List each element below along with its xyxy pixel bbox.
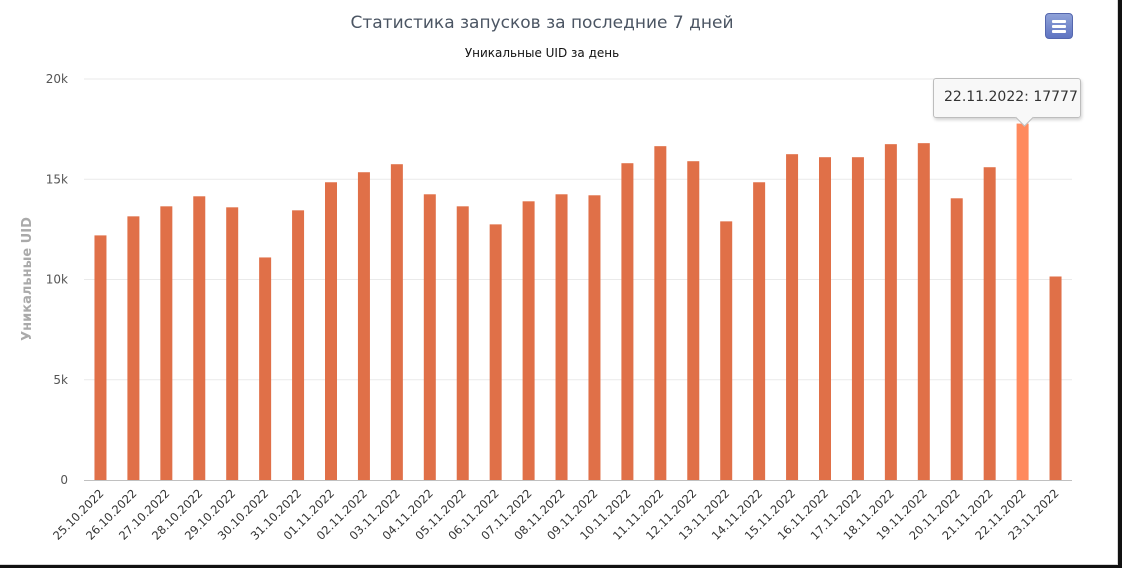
bar[interactable] — [917, 143, 930, 480]
bar[interactable] — [489, 224, 502, 480]
window-edge-bottom — [0, 565, 1122, 568]
bar[interactable] — [555, 194, 568, 480]
bar[interactable] — [687, 161, 700, 480]
grid-lines — [84, 78, 1072, 381]
bar[interactable] — [193, 196, 206, 481]
tooltip: 22.11.2022: 17777 — [933, 78, 1081, 127]
bar[interactable] — [94, 235, 107, 480]
bar[interactable] — [1016, 123, 1029, 480]
bar[interactable] — [884, 144, 897, 480]
bar[interactable] — [621, 163, 634, 480]
bar[interactable] — [357, 172, 370, 481]
bar[interactable] — [983, 167, 996, 480]
bar[interactable] — [654, 146, 667, 481]
bar[interactable] — [423, 194, 436, 480]
bar[interactable] — [950, 198, 963, 481]
bar[interactable] — [819, 157, 831, 480]
bar[interactable] — [522, 201, 535, 480]
y-tick-label: 15k — [46, 172, 68, 186]
bar[interactable] — [1049, 276, 1062, 480]
bar[interactable] — [720, 221, 733, 481]
menu-icon[interactable] — [1045, 13, 1073, 39]
bar[interactable] — [851, 157, 864, 480]
bars — [94, 123, 1062, 481]
menu-icon-line — [1052, 30, 1066, 33]
bar[interactable] — [456, 206, 469, 480]
bar[interactable] — [259, 257, 272, 480]
bar[interactable] — [786, 154, 799, 480]
y-tick-label: 0 — [60, 473, 68, 487]
x-axis-ticks: 25.10.202226.10.202227.10.202228.10.2022… — [50, 486, 1062, 542]
y-tick-label: 10k — [46, 273, 68, 287]
chart-subtitle: Уникальные UID за день — [465, 46, 619, 60]
menu-icon-line — [1052, 20, 1066, 23]
chart-title: Статистика запусков за последние 7 дней — [350, 13, 733, 33]
bar[interactable] — [753, 182, 766, 480]
window-edge-right — [1118, 0, 1122, 568]
bar[interactable] — [325, 182, 337, 480]
bar[interactable] — [127, 216, 140, 480]
y-axis-title: Уникальные UID — [20, 217, 35, 341]
menu-icon-line — [1052, 25, 1066, 28]
bar[interactable] — [588, 195, 601, 481]
tooltip-text: 22.11.2022: 17777 — [944, 89, 1078, 105]
y-tick-label: 20k — [46, 72, 68, 86]
bar[interactable] — [160, 206, 173, 480]
bar[interactable] — [226, 207, 239, 480]
bar[interactable] — [292, 210, 305, 480]
y-axis-ticks: 0 5k 10k 15k 20k — [46, 72, 68, 487]
bar[interactable] — [390, 164, 403, 480]
y-tick-label: 5k — [53, 373, 68, 387]
